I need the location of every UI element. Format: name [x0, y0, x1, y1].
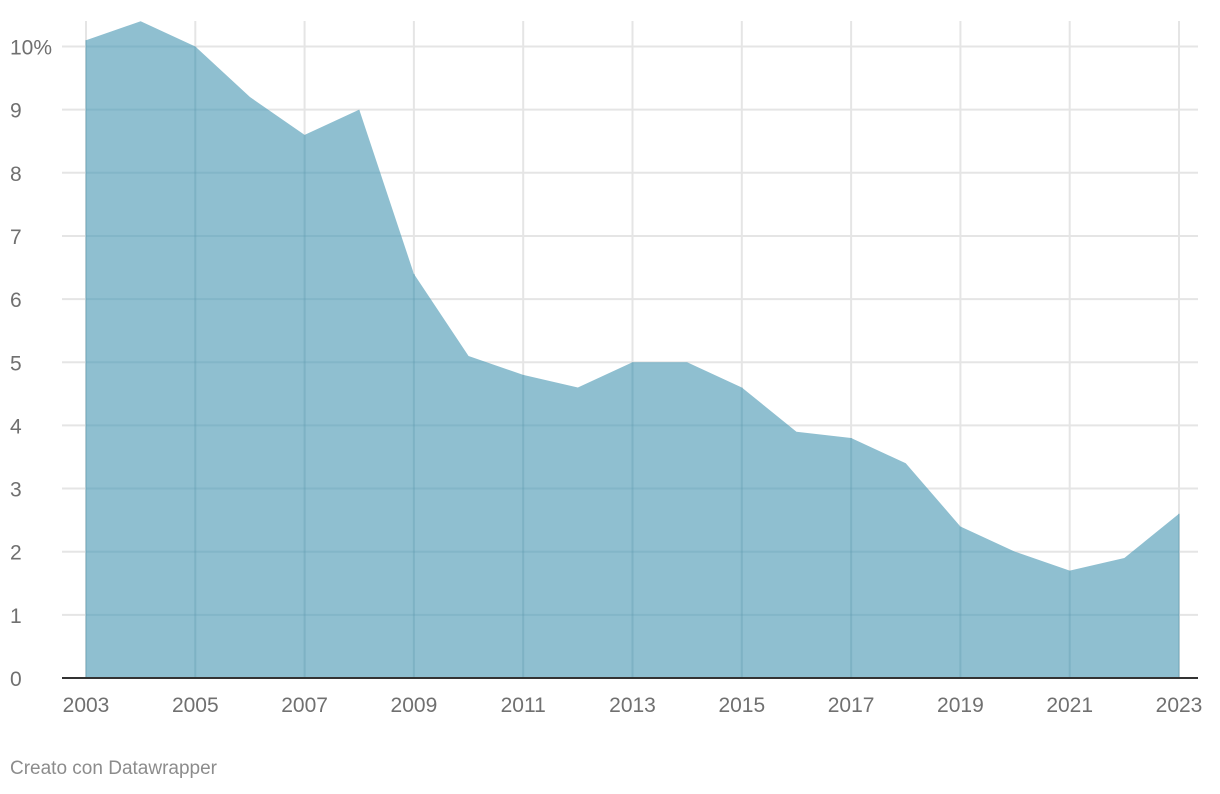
credit-text: Creato con Datawrapper — [10, 758, 217, 779]
x-tick-label: 2005 — [172, 694, 219, 717]
y-tick-label: 10% — [10, 37, 52, 60]
x-tick-label: 2007 — [281, 694, 328, 717]
x-axis-tick-labels: 2003 2005 2007 2009 2011 2013 2015 2017 2019 2021… — [63, 694, 1203, 717]
y-tick-label: 7 — [10, 226, 22, 249]
x-tick-label: 2013 — [609, 694, 656, 717]
x-tick-label: 2019 — [937, 694, 984, 717]
x-tick-label: 2017 — [828, 694, 875, 717]
y-tick-label: 4 — [10, 415, 22, 438]
x-tick-label: 2003 — [63, 694, 110, 717]
x-tick-label: 2015 — [718, 694, 765, 717]
y-tick-label: 0 — [10, 668, 22, 691]
x-tick-label: 2021 — [1046, 694, 1093, 717]
x-tick-label: 2009 — [391, 694, 438, 717]
y-tick-label: 2 — [10, 542, 22, 565]
x-tick-label: 2023 — [1156, 694, 1203, 717]
x-tick-label: 2011 — [501, 694, 546, 717]
y-tick-label: 3 — [10, 479, 22, 502]
y-tick-label: 8 — [10, 163, 22, 186]
y-tick-label: 6 — [10, 289, 22, 312]
y-tick-label: 5 — [10, 352, 22, 375]
y-tick-label: 1 — [10, 605, 22, 628]
y-tick-label: 9 — [10, 100, 22, 123]
area-series — [86, 21, 1179, 679]
y-axis-tick-labels: 0 1 2 3 4 5 6 7 8 9 10% — [10, 37, 52, 692]
area-fill — [86, 21, 1179, 679]
